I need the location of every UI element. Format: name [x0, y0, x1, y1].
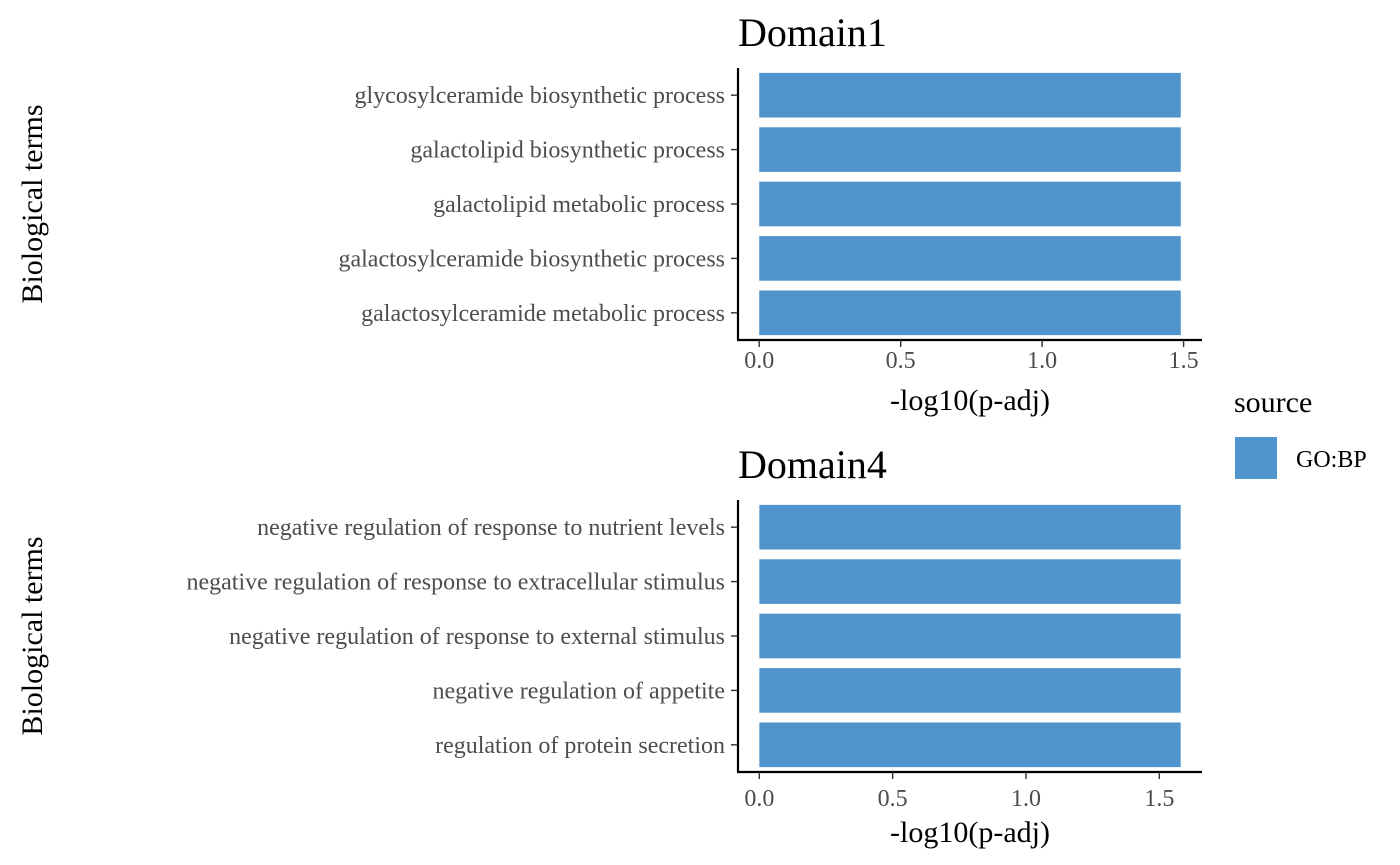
x-axis-label: -log10(p-adj) — [890, 384, 1050, 417]
y-axis-label: Biological terms — [16, 104, 49, 303]
legend-label-go-bp: GO:BP — [1296, 447, 1367, 473]
y-tick-label: galactolipid metabolic process — [433, 192, 725, 218]
y-tick-label: negative regulation of response to extra… — [187, 570, 726, 596]
x-tick-label: 0.0 — [744, 786, 774, 812]
y-tick-label: negative regulation of appetite — [432, 678, 725, 704]
legend-title: source — [1234, 386, 1312, 419]
y-tick-label: glycosylceramide biosynthetic process — [354, 83, 725, 109]
y-tick-label: galactolipid biosynthetic process — [410, 138, 725, 164]
panel-domain1: Domain1 glycosylceramide biosynthetic pro… — [16, 10, 1202, 417]
bar — [759, 181, 1181, 227]
bar — [759, 613, 1181, 659]
y-tick-label: regulation of protein secretion — [435, 733, 725, 759]
legend-swatch-go-bp — [1235, 437, 1277, 479]
x-tick-label: 1.0 — [1027, 348, 1057, 374]
panel-domain4: Domain4 negative regulation of response t… — [16, 442, 1202, 849]
y-tick-label: galactosylceramide biosynthetic process — [338, 246, 725, 272]
bar — [759, 504, 1181, 550]
y-tick-label: negative regulation of response to exter… — [229, 624, 725, 650]
y-tick-label: negative regulation of response to nutri… — [257, 515, 725, 541]
x-tick-label: 0.0 — [744, 348, 774, 374]
x-tick-label: 0.5 — [886, 348, 916, 374]
x-tick-label: 1.0 — [1011, 786, 1041, 812]
panel-title: Domain4 — [738, 442, 887, 487]
x-tick-label: 1.5 — [1169, 348, 1199, 374]
x-tick-label: 1.5 — [1144, 786, 1174, 812]
legend: source GO:BP — [1234, 386, 1367, 479]
bar — [759, 722, 1181, 768]
bar — [759, 72, 1181, 118]
y-axis-label: Biological terms — [16, 536, 49, 735]
panel-title: Domain1 — [738, 10, 887, 55]
x-tick-label: 0.5 — [878, 786, 908, 812]
bar — [759, 559, 1181, 604]
bar — [759, 236, 1181, 281]
y-tick-label: galactosylceramide metabolic process — [361, 301, 725, 327]
bar — [759, 127, 1181, 172]
bar — [759, 668, 1181, 713]
x-axis-label: -log10(p-adj) — [890, 816, 1050, 849]
bar — [759, 290, 1181, 336]
